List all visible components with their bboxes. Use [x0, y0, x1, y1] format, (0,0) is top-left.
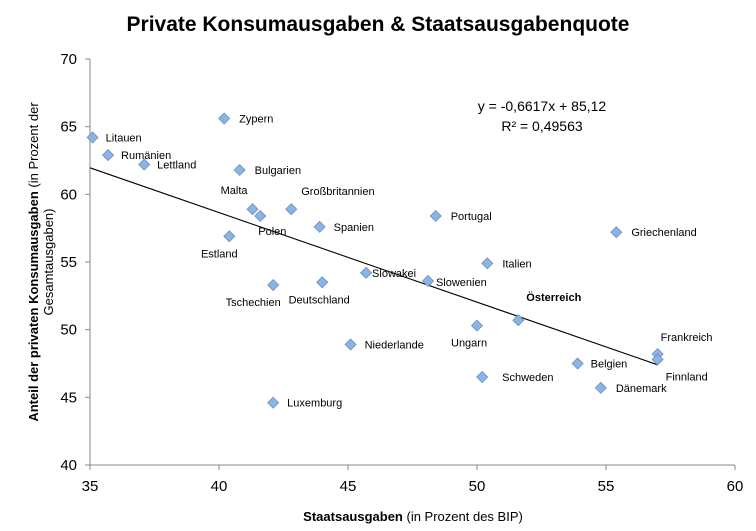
point-label: Slowakei [372, 268, 416, 280]
data-point [313, 220, 326, 233]
y-tick-label: 45 [60, 389, 77, 406]
x-tick-label: 45 [340, 478, 357, 495]
data-point [512, 314, 525, 327]
data-point [481, 257, 494, 270]
point-label: Portugal [451, 211, 492, 223]
data-point [429, 209, 442, 223]
x-axis-ticks: 35 40 45 50 55 60 [82, 465, 744, 495]
point-label: Schweden [502, 372, 553, 384]
data-point [421, 274, 435, 288]
x-tick-label: 35 [82, 478, 99, 495]
data-point [594, 381, 607, 394]
point-label: Tschechien [226, 297, 281, 309]
point-label: Slowenien [436, 277, 487, 289]
point-label: Spanien [334, 222, 374, 234]
point-label: Bulgarien [255, 165, 301, 177]
point-label: Litauen [106, 132, 142, 144]
point-label: Österreich [526, 291, 581, 304]
data-point [218, 112, 231, 125]
point-label: Italien [502, 258, 531, 270]
data-point [86, 131, 99, 144]
point-label: Belgien [591, 359, 628, 371]
plot-area [89, 59, 735, 466]
point-label: Luxemburg [287, 398, 342, 410]
y-axis-title: Anteil der privaten Konsumausgaben (in P… [26, 102, 56, 422]
y-tick-label: 60 [60, 186, 77, 203]
y-axis-title-normal-1: (in Prozent der [26, 102, 41, 192]
data-point [651, 353, 664, 366]
x-axis-title-normal: (in Prozent des BIP) [403, 509, 523, 524]
point-label: Griechenland [631, 227, 696, 239]
data-point [316, 276, 329, 289]
y-tick-label: 50 [60, 322, 77, 339]
data-point [571, 357, 584, 370]
x-tick-label: 50 [469, 478, 486, 495]
trend-line [89, 167, 658, 366]
point-label: Polen [258, 226, 286, 238]
point-label: Deutschland [289, 294, 350, 306]
data-point [223, 230, 236, 243]
point-label: Niederlande [365, 340, 424, 352]
data-point [476, 370, 489, 384]
y-tick-label: 65 [60, 119, 77, 136]
data-points [86, 112, 664, 409]
trend-equation: y = -0,6617x + 85,12 [478, 98, 607, 114]
x-tick-label: 40 [211, 478, 228, 495]
y-axis-title-bold: Anteil der privaten Konsumausgaben [26, 191, 41, 421]
data-point [267, 396, 280, 409]
point-label: Zypern [239, 114, 273, 126]
data-point [344, 338, 357, 351]
y-axis-title-line1: Anteil der privaten Konsumausgaben (in P… [26, 102, 41, 422]
point-label: Großbritannien [301, 186, 374, 198]
data-point [101, 149, 115, 162]
y-axis-title-line2: Gesamtausgaben) [41, 209, 56, 316]
x-tick-label: 55 [598, 478, 615, 495]
point-label: Dänemark [616, 383, 667, 395]
point-label: Ungarn [451, 338, 487, 350]
x-axis-title: Staatsausgaben (in Prozent des BIP) [303, 509, 523, 524]
trend-r-squared: R² = 0,49563 [501, 118, 583, 134]
point-label: Finnland [666, 371, 708, 383]
x-axis-title-bold: Staatsausgaben [303, 509, 403, 524]
data-point [610, 226, 623, 239]
point-label: Estland [201, 248, 238, 260]
data-point [285, 203, 298, 216]
y-tick-label: 70 [60, 51, 77, 68]
point-label: Rumänien [121, 150, 171, 162]
data-point [246, 203, 259, 216]
point-label: Lettland [157, 160, 196, 172]
point-label: Frankreich [661, 332, 713, 344]
y-tick-label: 40 [60, 457, 77, 474]
data-point [359, 266, 373, 279]
data-point [267, 278, 280, 292]
data-point [138, 158, 151, 171]
y-axis-ticks: 40 45 50 55 60 65 70 [60, 51, 90, 474]
data-point [233, 163, 246, 177]
data-point [254, 209, 267, 223]
chart-title: Private Konsumausgaben & Staatsausgabenq… [127, 13, 630, 36]
point-label: Malta [221, 185, 249, 197]
x-tick-label: 60 [727, 478, 744, 495]
y-tick-label: 55 [60, 254, 77, 271]
data-point [470, 319, 484, 332]
